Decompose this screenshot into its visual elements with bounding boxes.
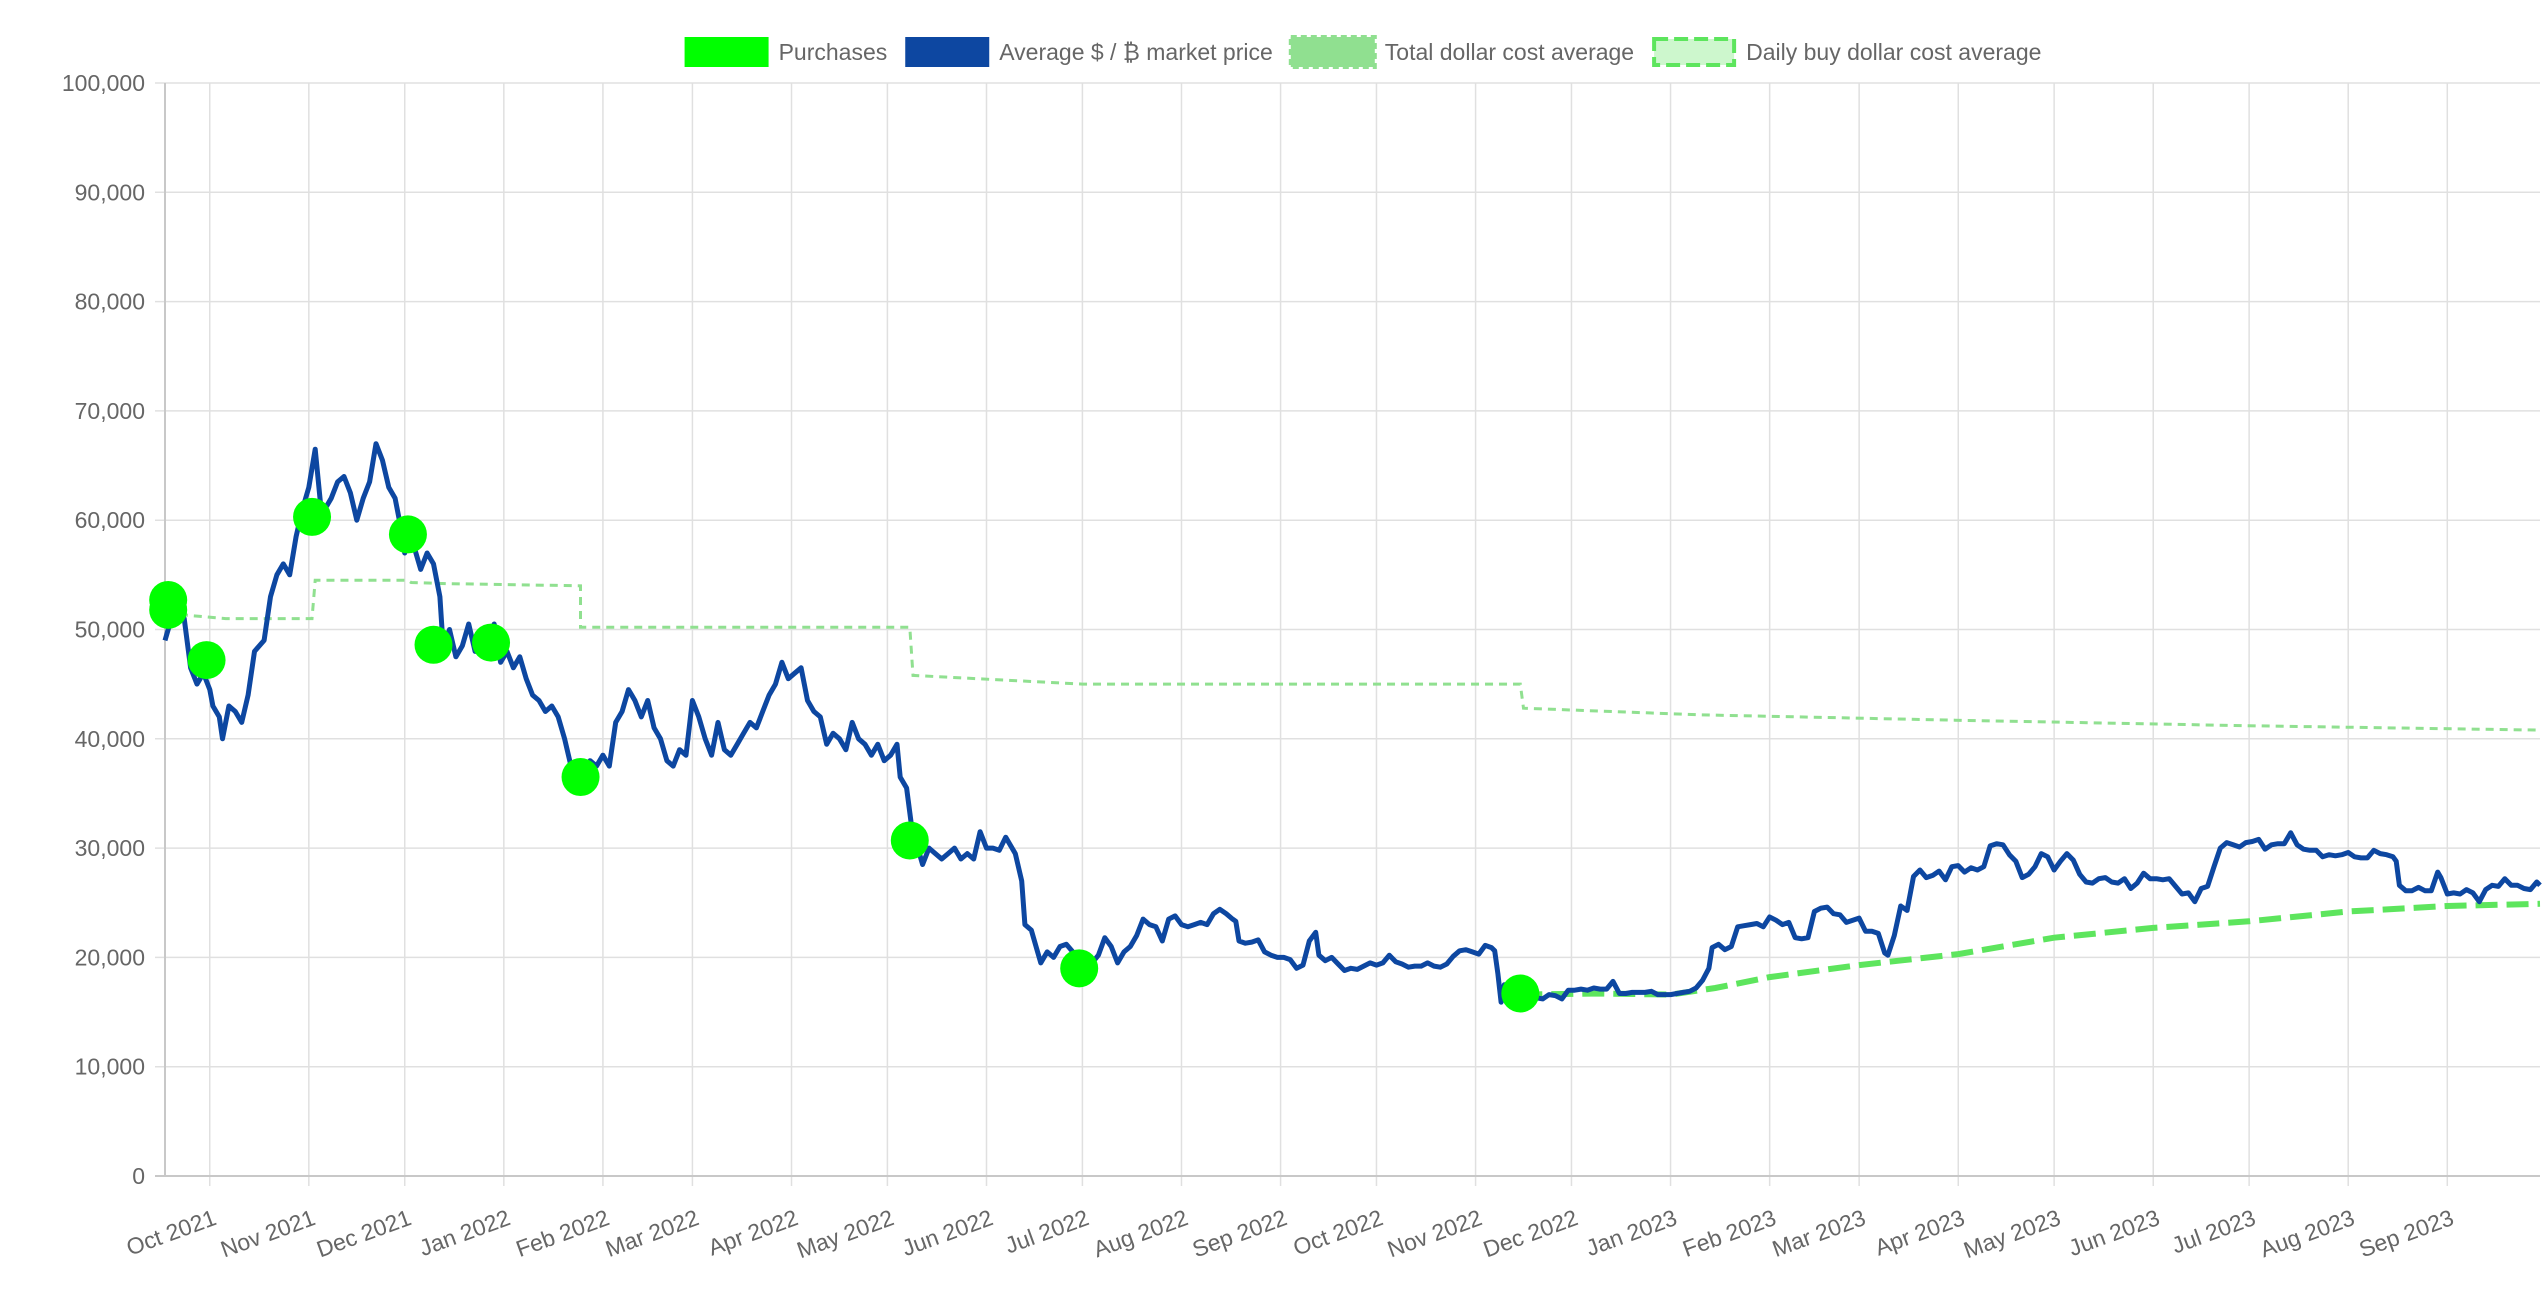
purchase-point[interactable]: [388, 515, 427, 554]
plot-area: [149, 441, 2542, 1013]
x-tick-label: Dec 2022: [1480, 1204, 1581, 1262]
legend-label: Daily buy dollar cost average: [1746, 39, 2041, 65]
legend-item-daily_dca[interactable]: Daily buy dollar cost average: [1652, 37, 2041, 67]
x-tick-label: Jul 2022: [1001, 1204, 1092, 1258]
series-line-total-dollar-cost-average: [167, 578, 2541, 732]
legend-swatch: [1288, 35, 1377, 69]
x-tick-label: Mar 2022: [602, 1204, 702, 1262]
purchase-point[interactable]: [1060, 949, 1099, 988]
y-tick-label: 30,000: [75, 835, 145, 861]
gridlines: [155, 82, 2540, 1186]
x-tick-label: Jun 2023: [2065, 1204, 2163, 1261]
legend-swatch: [905, 37, 990, 67]
x-tick-label: Jul 2023: [2168, 1204, 2259, 1258]
x-tick-label: Dec 2021: [313, 1204, 414, 1262]
y-tick-label: 100,000: [62, 70, 145, 96]
purchase-point[interactable]: [1501, 974, 1540, 1013]
x-tick-label: May 2023: [1960, 1204, 2064, 1263]
x-tick-label: Sep 2023: [2356, 1204, 2457, 1262]
x-tick-label: Apr 2022: [705, 1204, 802, 1260]
purchase-point[interactable]: [293, 497, 332, 536]
x-tick-label: Feb 2023: [1679, 1204, 1779, 1262]
y-tick-label: 70,000: [75, 398, 145, 424]
legend-label: Purchases: [779, 39, 888, 65]
y-tick-label: 20,000: [75, 944, 145, 970]
purchase-point[interactable]: [149, 590, 188, 629]
legend-item-market[interactable]: Average $ / ₿ market price: [905, 37, 1273, 67]
x-tick-label: Nov 2021: [217, 1204, 318, 1262]
x-tick-label: Mar 2023: [1769, 1204, 1869, 1262]
purchase-point[interactable]: [414, 625, 453, 664]
legend-item-total_dca[interactable]: Total dollar cost average: [1288, 35, 1634, 69]
x-tick-label: Aug 2023: [2256, 1204, 2357, 1262]
series-line-daily-buy-dollar-cost-average: [1520, 900, 2541, 998]
x-tick-label: Jan 2023: [1582, 1204, 1680, 1261]
x-tick-label: Nov 2022: [1384, 1204, 1485, 1262]
x-tick-label: Feb 2022: [512, 1204, 612, 1262]
x-tick-label: Sep 2022: [1189, 1204, 1290, 1262]
purchase-point[interactable]: [187, 641, 226, 680]
x-tick-label: Aug 2022: [1090, 1204, 1191, 1262]
y-tick-label: 80,000: [75, 289, 145, 315]
y-tick-label: 0: [132, 1163, 145, 1189]
x-tick-label: Oct 2021: [123, 1204, 220, 1260]
purchase-point[interactable]: [890, 821, 929, 860]
x-tick-label: Apr 2023: [1871, 1204, 1968, 1260]
y-tick-label: 90,000: [75, 179, 145, 205]
legend-swatch: [1652, 37, 1737, 67]
legend-item-purchases[interactable]: Purchases: [684, 37, 888, 67]
x-tick-label: May 2022: [793, 1204, 897, 1263]
legend-label: Total dollar cost average: [1385, 39, 1634, 65]
axes: 0 10,000 20,000 30,000 40,000 50,000 60,000 70,…: [62, 70, 2540, 1263]
y-tick-label: 10,000: [75, 1054, 145, 1080]
purchase-point[interactable]: [472, 623, 511, 662]
legend-swatch: [684, 37, 769, 67]
x-tick-label: Jun 2022: [898, 1204, 996, 1261]
legend: Purchases Average $ / ₿ market price Total…: [684, 35, 2041, 69]
purchase-point[interactable]: [561, 758, 600, 797]
y-tick-label: 60,000: [75, 507, 145, 533]
legend-label: Average $ / ₿ market price: [999, 39, 1273, 65]
x-tick-label: Oct 2022: [1290, 1204, 1387, 1260]
y-tick-label: 40,000: [75, 726, 145, 752]
y-tick-label: 50,000: [75, 617, 145, 643]
series-line-market-price: [162, 441, 2542, 1005]
x-tick-label: Jan 2022: [416, 1204, 514, 1261]
